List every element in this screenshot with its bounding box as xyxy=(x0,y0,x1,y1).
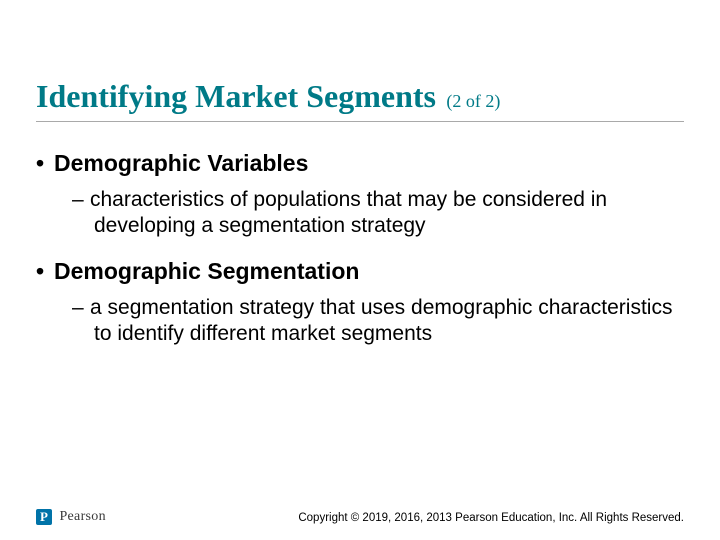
bullet-label: Demographic Segmentation xyxy=(54,258,359,284)
slide-title: Identifying Market Segments (2 of 2) xyxy=(36,78,500,115)
dash-marker: – xyxy=(72,295,90,321)
bullet-level2: –a segmentation strategy that uses demog… xyxy=(94,295,684,348)
bullet-level1: •Demographic Segmentation xyxy=(36,258,684,285)
bullet-level1: •Demographic Variables xyxy=(36,150,684,177)
bullet-marker: • xyxy=(36,258,54,285)
title-sub: (2 of 2) xyxy=(446,91,500,111)
slide: Identifying Market Segments (2 of 2) •De… xyxy=(0,0,720,540)
bullet-sub: characteristics of populations that may … xyxy=(90,188,607,237)
logo-text: Pearson xyxy=(59,509,105,524)
pearson-logo: P Pearson xyxy=(36,508,106,526)
title-main: Identifying Market Segments xyxy=(36,78,436,114)
logo-mark-icon: P xyxy=(36,509,52,525)
bullet-level2: –characteristics of populations that may… xyxy=(94,187,684,240)
bullet-marker: • xyxy=(36,150,54,177)
title-underline xyxy=(36,121,684,122)
content-body: •Demographic Variables –characteristics … xyxy=(36,140,684,365)
bullet-sub: a segmentation strategy that uses demogr… xyxy=(90,296,672,345)
copyright-text: Copyright © 2019, 2016, 2013 Pearson Edu… xyxy=(298,512,684,524)
bullet-label: Demographic Variables xyxy=(54,150,308,176)
dash-marker: – xyxy=(72,187,90,213)
